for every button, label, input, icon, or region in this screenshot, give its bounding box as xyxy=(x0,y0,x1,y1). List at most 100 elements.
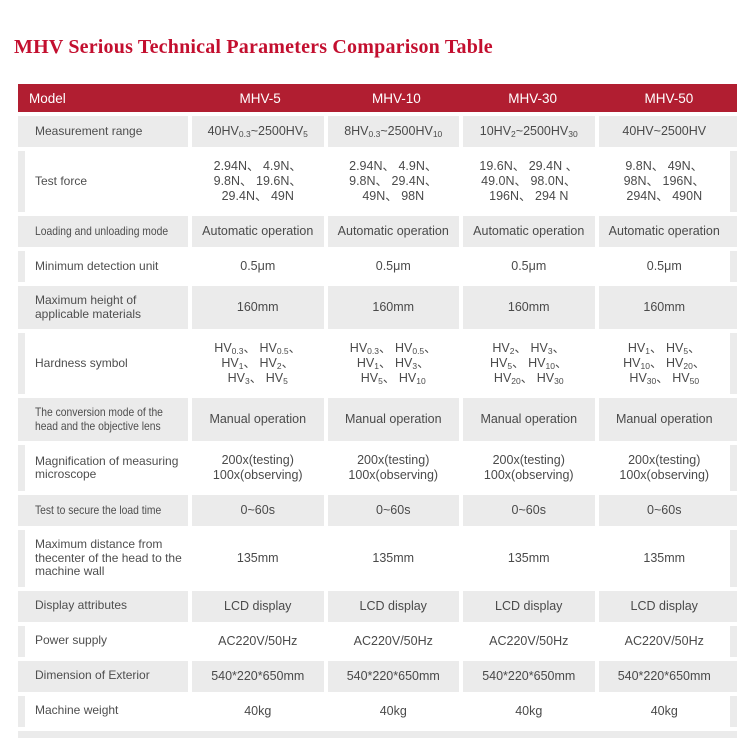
value-line: 0.5μm xyxy=(646,259,682,273)
row-label-cell: Test to secure the load time xyxy=(25,495,188,526)
table-row: Test force 2.94N、 4.9N、 9.8N、 19.6N、 29.4N、… xyxy=(18,151,737,212)
value-line: 100x(observing) xyxy=(483,468,574,482)
row-frame-left xyxy=(18,398,25,441)
value-cell: AC220V/50Hz xyxy=(327,625,459,657)
value-cell: 200x(testing) 100x(observing) xyxy=(463,445,595,491)
value-line: 9.8N、 29.4N、 xyxy=(349,174,438,188)
row-frame-left xyxy=(18,333,25,394)
row-label: Hardness symbol xyxy=(35,355,128,370)
value-cell: 40kg xyxy=(598,695,730,727)
value-line: 200x(testing) xyxy=(357,453,430,467)
row-frame-right xyxy=(730,695,737,727)
value-line: 135mm xyxy=(507,550,550,565)
value-line: LCD display xyxy=(359,598,427,613)
header-cell-model: Model xyxy=(29,90,66,106)
value-line: 100x(observing) xyxy=(212,468,303,482)
value-line: 40kg xyxy=(244,703,272,718)
value-line: HV10、 HV20、 xyxy=(623,356,706,371)
value-line: 200x(testing) xyxy=(221,453,294,467)
value-line: HV0.3、 HV0.5、 xyxy=(349,341,437,356)
value-line: 0~60s xyxy=(647,503,682,517)
value-line: HV2、 HV3、 xyxy=(492,341,566,356)
value-line: 196N、 294 N xyxy=(489,189,569,203)
value-cell: HV1、 HV5、 HV10、 HV20、 HV30、 HV50 xyxy=(598,333,730,394)
row-label: Maximum distance from thecenter of the h… xyxy=(35,537,182,578)
row-frame-left xyxy=(18,590,25,622)
table-row: Magnification of measuring microscope 200… xyxy=(18,445,737,491)
row-frame-right xyxy=(730,445,737,491)
table-row: Dimension of Exterior 540*220*650mm 540*22… xyxy=(18,660,737,692)
value-cell: 0.5μm xyxy=(463,251,595,282)
table-row: Hardness symbol HV0.3、 HV0.5、 HV1、 HV2、 HV3… xyxy=(18,333,737,394)
value-cell: 10HV2~2500HV30 xyxy=(463,116,595,147)
row-label-cell: Display attributes xyxy=(25,590,188,622)
row-frame-right xyxy=(730,333,737,394)
value-line: 200x(testing) xyxy=(628,453,701,467)
value-line: LCD display xyxy=(495,598,563,613)
value-line: 135mm xyxy=(372,550,415,565)
value-cell: 9.8N、 49N、 98N、 196N、 294N、 490N xyxy=(598,151,730,212)
table-row: Loading and unloading mode Automatic oper… xyxy=(18,216,737,247)
value-cell: Manual operation xyxy=(327,398,459,441)
value-line: 40kg xyxy=(650,703,678,718)
value-line: 135mm xyxy=(236,550,279,565)
value-line: 9.8N、 49N、 xyxy=(625,159,704,173)
value-line: 540*220*650mm xyxy=(346,668,440,683)
value-cell: 135mm xyxy=(463,530,595,587)
value-cell: 200x(testing) 100x(observing) xyxy=(192,445,324,491)
value-line: 540*220*650mm xyxy=(482,668,576,683)
value-cell: 40kg xyxy=(192,695,324,727)
value-line: 0~60s xyxy=(240,503,275,517)
row-frame-left xyxy=(18,445,25,491)
row-label: Dimension of Exterior xyxy=(35,668,150,683)
row-label-cell: Minimum detection unit xyxy=(25,251,188,282)
value-cell: 135mm xyxy=(192,530,324,587)
row-label-cell: Test force xyxy=(25,151,188,212)
value-cell: 8HV0.3~2500HV10 xyxy=(327,116,459,147)
row-label: Minimum detection unit xyxy=(35,258,159,273)
value-line: 100x(observing) xyxy=(619,468,710,482)
row-label-cell: Dimension of Exterior xyxy=(25,660,188,692)
table-row: Test to secure the load time 0~60s 0~60s 0~… xyxy=(18,495,737,526)
table-row: Power supply AC220V/50Hz AC220V/50Hz AC220V… xyxy=(18,625,737,657)
value-line: 135mm xyxy=(643,550,686,565)
value-line: Automatic operation xyxy=(608,224,720,238)
value-line: Automatic operation xyxy=(473,224,585,238)
row-frame-left xyxy=(18,530,25,587)
value-cell: LCD display xyxy=(192,590,324,622)
row-label-cell: Magnification of measuring microscope xyxy=(25,445,188,491)
value-line: 160mm xyxy=(643,300,686,314)
header-cell-mhv-50: MHV-50 xyxy=(644,90,694,106)
table-row: Machine weight 40kg 40kg 40kg 40kg xyxy=(18,695,737,727)
value-line: HV1、 HV5、 xyxy=(627,341,701,356)
value-line: Automatic operation xyxy=(202,224,314,238)
value-cell: Automatic operation xyxy=(327,216,459,247)
row-frame-left xyxy=(18,151,25,212)
table-row: Minimum detection unit 0.5μm 0.5μm 0.5μm 0.5… xyxy=(18,251,737,282)
value-line: 49N、 98N xyxy=(362,189,425,203)
value-line: AC220V/50Hz xyxy=(489,633,569,648)
value-line: HV3、 HV5 xyxy=(227,371,288,386)
value-line: 40HV0.3~2500HV5 xyxy=(207,124,308,139)
row-label: Display attributes xyxy=(35,598,128,613)
value-line: 98N、 196N、 xyxy=(623,174,705,188)
row-label: Test force xyxy=(35,173,88,188)
value-cell: 0~60s xyxy=(463,495,595,526)
value-line: HV20、 HV30 xyxy=(493,371,564,386)
header-cell-mhv-30: MHV-30 xyxy=(508,90,558,106)
value-cell: 0.5μm xyxy=(598,251,730,282)
value-cell: HV0.3、 HV0.5、 HV1、 HV2、 HV3、 HV5 xyxy=(192,333,324,394)
value-line: 100x(observing) xyxy=(348,468,439,482)
row-frame-right xyxy=(730,625,737,657)
value-cell: AC220V/50Hz xyxy=(598,625,730,657)
row-label-cell: Maximum height of applicable materials xyxy=(25,286,188,329)
value-line: 0~60s xyxy=(511,503,546,517)
value-cell: 540*220*650mm xyxy=(327,660,459,692)
row-frame-left xyxy=(18,625,25,657)
row-label: Machine weight xyxy=(35,703,119,718)
value-line: Automatic operation xyxy=(337,224,449,238)
value-line: HV5、 HV10、 xyxy=(490,356,568,371)
value-line: 29.4N、 49N xyxy=(221,189,294,203)
value-line: 49.0N、 98.0N、 xyxy=(481,174,577,188)
value-line: 160mm xyxy=(507,300,550,314)
